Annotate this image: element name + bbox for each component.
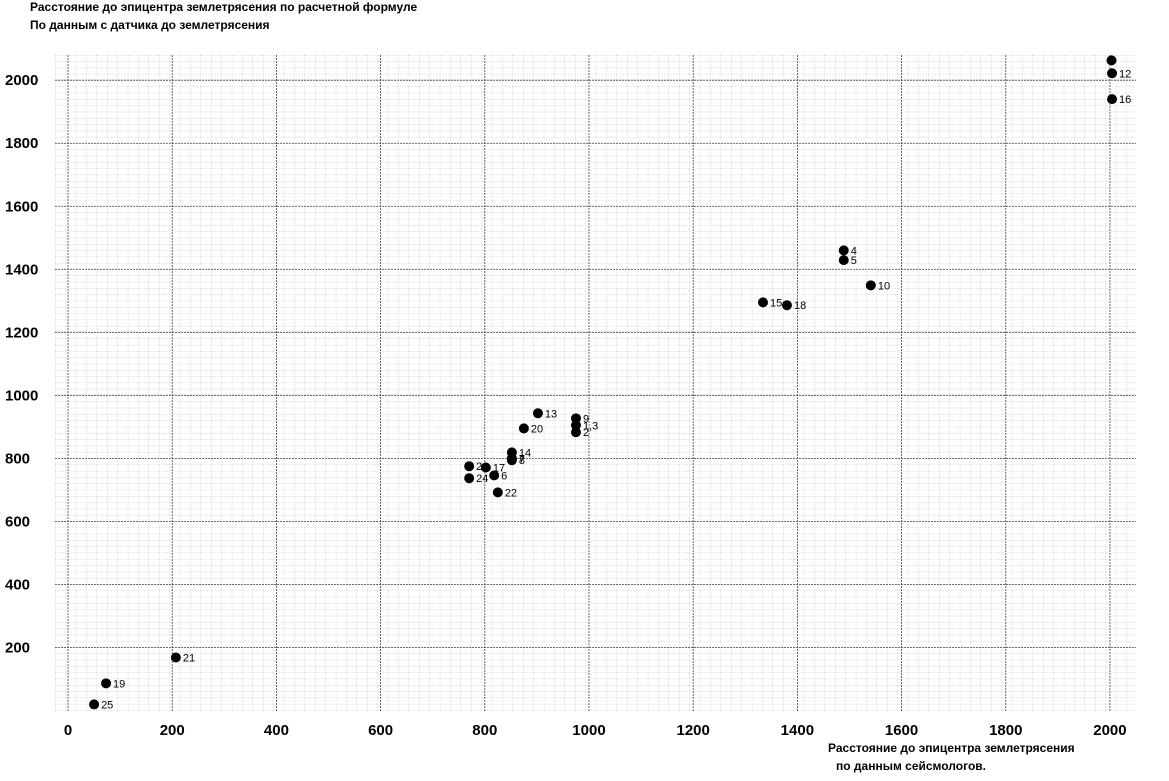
point (464, 473, 475, 484)
point-label: 6 (501, 470, 507, 482)
point-label: 8 (519, 455, 525, 467)
point (489, 470, 500, 481)
y-tick-label: 1600 (5, 198, 38, 215)
point-label: 4 (851, 245, 857, 257)
point (781, 300, 792, 311)
x-tick-label: 800 (472, 722, 497, 739)
point (518, 423, 529, 434)
x-axis-title: по данным сейсмологов. (836, 759, 986, 773)
x-tick-label: 200 (160, 722, 185, 739)
y-tick-label: 1800 (5, 135, 38, 152)
y-tick-label: 1200 (5, 324, 38, 341)
point (89, 699, 100, 710)
point (570, 420, 581, 431)
point (101, 678, 112, 689)
x-tick-label: 1200 (676, 722, 709, 739)
x-tick-label: 2000 (1093, 722, 1126, 739)
point-label: 21 (183, 652, 195, 664)
x-tick-label: 1800 (989, 722, 1022, 739)
point-label: 16 (1119, 94, 1131, 106)
point (865, 280, 876, 291)
point (532, 408, 543, 419)
point-label: 18 (794, 300, 806, 312)
point-label: 10 (878, 280, 890, 292)
point (570, 427, 581, 438)
point-label: 1,3 (583, 420, 598, 432)
point-label: 13 (545, 408, 557, 420)
x-tick-label: 1600 (885, 722, 918, 739)
point-label: 9 (583, 413, 589, 425)
minor-grid (55, 55, 1136, 712)
point (838, 245, 849, 256)
point (570, 413, 581, 424)
y-axis-title: Расстояние до эпицентра землетрясения по… (30, 0, 417, 14)
x-axis-title: Расстояние до эпицентра землетрясения (828, 741, 1075, 755)
y-tick-label: 600 (5, 513, 30, 530)
x-tick-label: 1400 (781, 722, 814, 739)
point-label: 5 (851, 255, 857, 267)
x-tick-label: 400 (264, 722, 289, 739)
y-tick-label: 400 (5, 576, 30, 593)
x-tick-label: 0 (64, 722, 72, 739)
point (170, 652, 181, 663)
y-tick-label: 200 (5, 639, 30, 656)
point (1107, 68, 1118, 79)
point-label: 14 (519, 447, 531, 459)
x-tick-label: 600 (368, 722, 393, 739)
point (838, 255, 849, 266)
point (492, 487, 503, 498)
x-tick-label: 1000 (572, 722, 605, 739)
y-axis-title: По данным с датчика до землетрясения (30, 18, 270, 32)
y-tick-label: 1000 (5, 387, 38, 404)
point-label: 7 (519, 453, 525, 465)
point-label: 15 (770, 297, 782, 309)
point-label: 19 (113, 678, 125, 690)
point-label: 25 (101, 699, 113, 711)
point-label: 2 (583, 427, 589, 439)
point (1107, 94, 1118, 105)
point (1106, 55, 1117, 66)
point-label: 12 (1119, 68, 1131, 80)
point (480, 462, 491, 473)
point (757, 297, 768, 308)
point-label: 20 (531, 423, 543, 435)
point-label: 24 (476, 473, 488, 485)
point (464, 461, 475, 472)
point (506, 455, 517, 466)
y-tick-label: 2000 (5, 72, 38, 89)
y-tick-label: 800 (5, 450, 30, 467)
point-label: 22 (505, 487, 517, 499)
y-tick-label: 1400 (5, 261, 38, 278)
